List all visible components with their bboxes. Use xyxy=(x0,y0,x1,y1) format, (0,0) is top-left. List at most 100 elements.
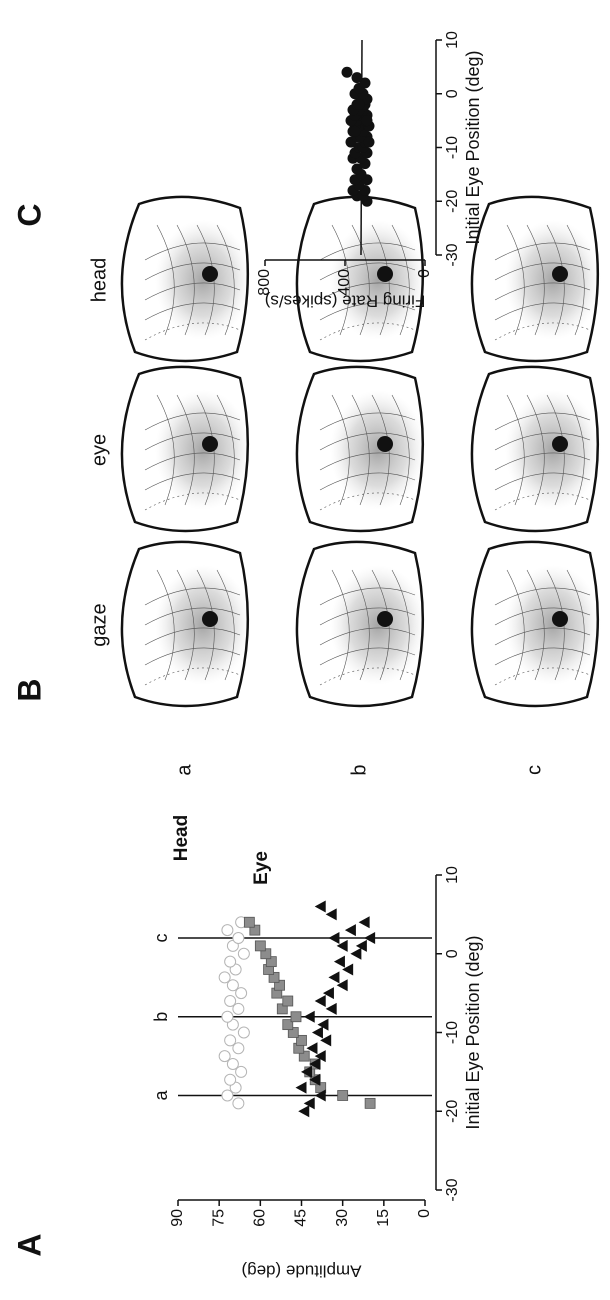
point xyxy=(325,908,337,921)
column-label: gaze xyxy=(88,603,110,646)
point xyxy=(328,971,340,984)
grid-arc xyxy=(319,492,416,511)
point xyxy=(314,1089,326,1102)
panel-label: A xyxy=(11,1233,47,1256)
x-tick-label: -30 xyxy=(444,243,461,266)
image-grid-panel: gaze eye head a b c xyxy=(88,195,601,776)
grid-arc xyxy=(526,569,545,681)
point xyxy=(300,1065,312,1078)
outline xyxy=(295,195,425,363)
grid-arc xyxy=(319,432,416,451)
outline xyxy=(470,365,600,533)
point xyxy=(353,99,365,110)
point xyxy=(298,1105,310,1118)
grid-arc xyxy=(331,569,350,681)
y-tick-label: 800 xyxy=(256,269,273,296)
point xyxy=(320,1034,332,1047)
point xyxy=(254,940,266,952)
point xyxy=(349,125,361,137)
x-tick-label: 0 xyxy=(444,949,461,958)
outline xyxy=(120,195,250,363)
point xyxy=(361,115,373,127)
grid-arc xyxy=(319,242,416,261)
grid-arc xyxy=(494,242,591,261)
outline xyxy=(120,540,250,708)
reference-label: a xyxy=(151,1090,171,1101)
grid-arc xyxy=(176,224,195,336)
outline xyxy=(470,540,600,708)
grid-arc xyxy=(319,302,416,321)
point xyxy=(221,924,234,937)
point xyxy=(336,939,348,952)
grid-arc xyxy=(216,569,235,681)
target-dot xyxy=(552,266,568,282)
grid-arc xyxy=(176,394,195,506)
grid-arc xyxy=(331,394,350,506)
outline xyxy=(295,540,425,708)
grid-arc xyxy=(494,432,591,451)
grid-arc xyxy=(506,569,525,681)
point xyxy=(224,1073,237,1086)
point xyxy=(232,1042,245,1055)
map-image xyxy=(120,540,251,708)
grid-arc xyxy=(156,569,175,681)
grid-arc xyxy=(391,569,410,681)
grid-arc xyxy=(144,627,241,646)
point xyxy=(221,1089,234,1102)
y-tick-label: 15 xyxy=(375,1209,392,1227)
grid-arc xyxy=(144,492,241,511)
target-dot xyxy=(377,266,393,282)
grid-arc xyxy=(351,394,370,506)
point xyxy=(363,136,375,148)
point xyxy=(328,932,340,944)
point xyxy=(224,955,237,968)
activity-shading xyxy=(155,220,251,340)
point xyxy=(358,916,370,929)
grid-arc xyxy=(566,394,585,506)
panel-label: C xyxy=(11,203,47,226)
activity-shading xyxy=(505,565,601,685)
grid-arc xyxy=(494,587,591,606)
y-tick-label: 400 xyxy=(336,269,353,296)
x-tick-label: 0 xyxy=(444,89,461,98)
grid-arc xyxy=(216,394,235,506)
grid-arc xyxy=(526,224,545,336)
reference-label: c xyxy=(151,934,171,943)
x-tick-label: -10 xyxy=(444,1021,461,1044)
scatter-panel: -30 -20 -10 0 10 0 15 30 45 60 75 90 Initial Eye Pos… xyxy=(151,815,483,1281)
point xyxy=(303,1097,315,1110)
point xyxy=(224,995,237,1007)
grid-arc xyxy=(319,627,416,646)
point xyxy=(317,1018,329,1031)
map-image xyxy=(470,540,601,708)
grid-arc xyxy=(319,667,416,686)
column-label: head xyxy=(88,258,110,303)
activity-shading xyxy=(330,390,426,510)
point xyxy=(235,1065,248,1078)
y-tick-label: 75 xyxy=(210,1209,227,1227)
point xyxy=(282,995,294,1007)
grid-arc xyxy=(144,262,241,281)
grid-arc xyxy=(319,282,416,301)
y-axis-label: Firing Rate (spikes/s) xyxy=(265,292,426,311)
grid-arc xyxy=(144,647,241,666)
target-dot xyxy=(202,266,218,282)
point xyxy=(314,1050,326,1063)
y-tick-label: 45 xyxy=(293,1209,310,1227)
grid-arc xyxy=(144,667,241,686)
grid-arc xyxy=(319,452,416,471)
grid-arc xyxy=(494,607,591,626)
x-axis-label: Initial Eye Position (deg) xyxy=(463,50,483,244)
map-image xyxy=(470,365,601,533)
scatter-panel: -30 -20 -10 0 10 0 400 800 Initial Eye Position … xyxy=(256,31,483,311)
grid-arc xyxy=(156,394,175,506)
x-tick-label: 10 xyxy=(444,31,461,49)
grid-arc xyxy=(144,472,241,491)
point xyxy=(337,1090,349,1101)
grid-arc xyxy=(319,647,416,666)
target-dot xyxy=(377,611,393,627)
activity-shading xyxy=(505,390,601,510)
grid-arc xyxy=(494,627,591,646)
point xyxy=(359,77,371,89)
y-tick-label: 30 xyxy=(334,1209,351,1227)
